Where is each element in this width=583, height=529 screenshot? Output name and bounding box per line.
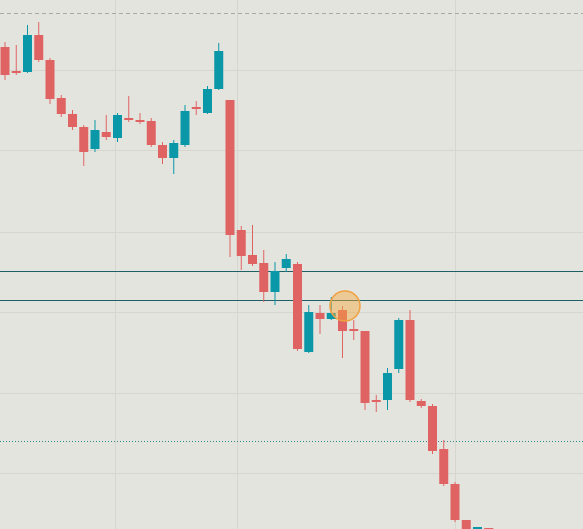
candle-body (428, 406, 437, 451)
candle-body (394, 320, 404, 369)
candle-body (349, 329, 359, 331)
candle-body (11, 71, 21, 73)
candle-body (79, 127, 89, 152)
candle-body (405, 320, 415, 400)
candle-body (214, 51, 224, 89)
candle-body (371, 400, 381, 402)
candle-body (450, 484, 460, 520)
candle-body (281, 259, 291, 268)
candle-body (68, 114, 77, 127)
candle-body (23, 35, 32, 72)
candles (0, 22, 494, 529)
candle-body (135, 120, 145, 122)
candle-body (236, 230, 246, 256)
candle-body (203, 89, 212, 113)
candle-body (169, 143, 179, 158)
candle-body (304, 312, 314, 352)
candle-body (259, 263, 269, 292)
candle-body (360, 331, 370, 403)
candle-body (158, 145, 167, 158)
candle-body (56, 98, 66, 114)
candle-body (326, 313, 336, 319)
candle-body (248, 255, 257, 264)
candle-body (191, 107, 201, 109)
candle-body (90, 130, 100, 149)
candle-body (124, 118, 134, 120)
candle-body (34, 35, 44, 60)
candle-body (0, 47, 10, 75)
candle-body (180, 111, 190, 145)
candle-body (146, 121, 156, 145)
candle-body (293, 264, 302, 349)
candle-body (439, 449, 449, 484)
levels (0, 13, 583, 442)
candle-body (45, 60, 55, 99)
candle-body (383, 373, 392, 400)
highlight (329, 290, 361, 322)
candle-body (461, 520, 471, 529)
candle-body (315, 313, 325, 319)
candle-body (270, 271, 280, 292)
candle-body (101, 132, 111, 137)
candle-body (416, 401, 426, 406)
candle-body (113, 115, 122, 138)
candle-body (225, 100, 235, 235)
candle-body (473, 527, 482, 529)
